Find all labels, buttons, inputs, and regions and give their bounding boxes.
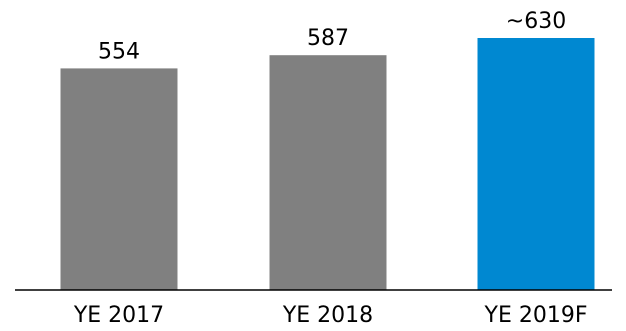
bar-1 [60,68,178,291]
data-label-2: 587 [307,26,349,51]
x-tick-label-1: YE 2017 [73,303,164,328]
x-tick-labels: YE 2017 YE 2018 YE 2019F [73,303,588,328]
data-label-1: 554 [98,39,140,64]
x-tick-label-2: YE 2018 [282,303,373,328]
data-label-3: ~630 [506,9,566,34]
bars [60,38,595,291]
x-tick-label-3: YE 2019F [484,303,588,328]
data-labels: 554 587 ~630 [98,9,566,64]
bar-3 [477,38,595,290]
bar-2 [269,55,387,291]
